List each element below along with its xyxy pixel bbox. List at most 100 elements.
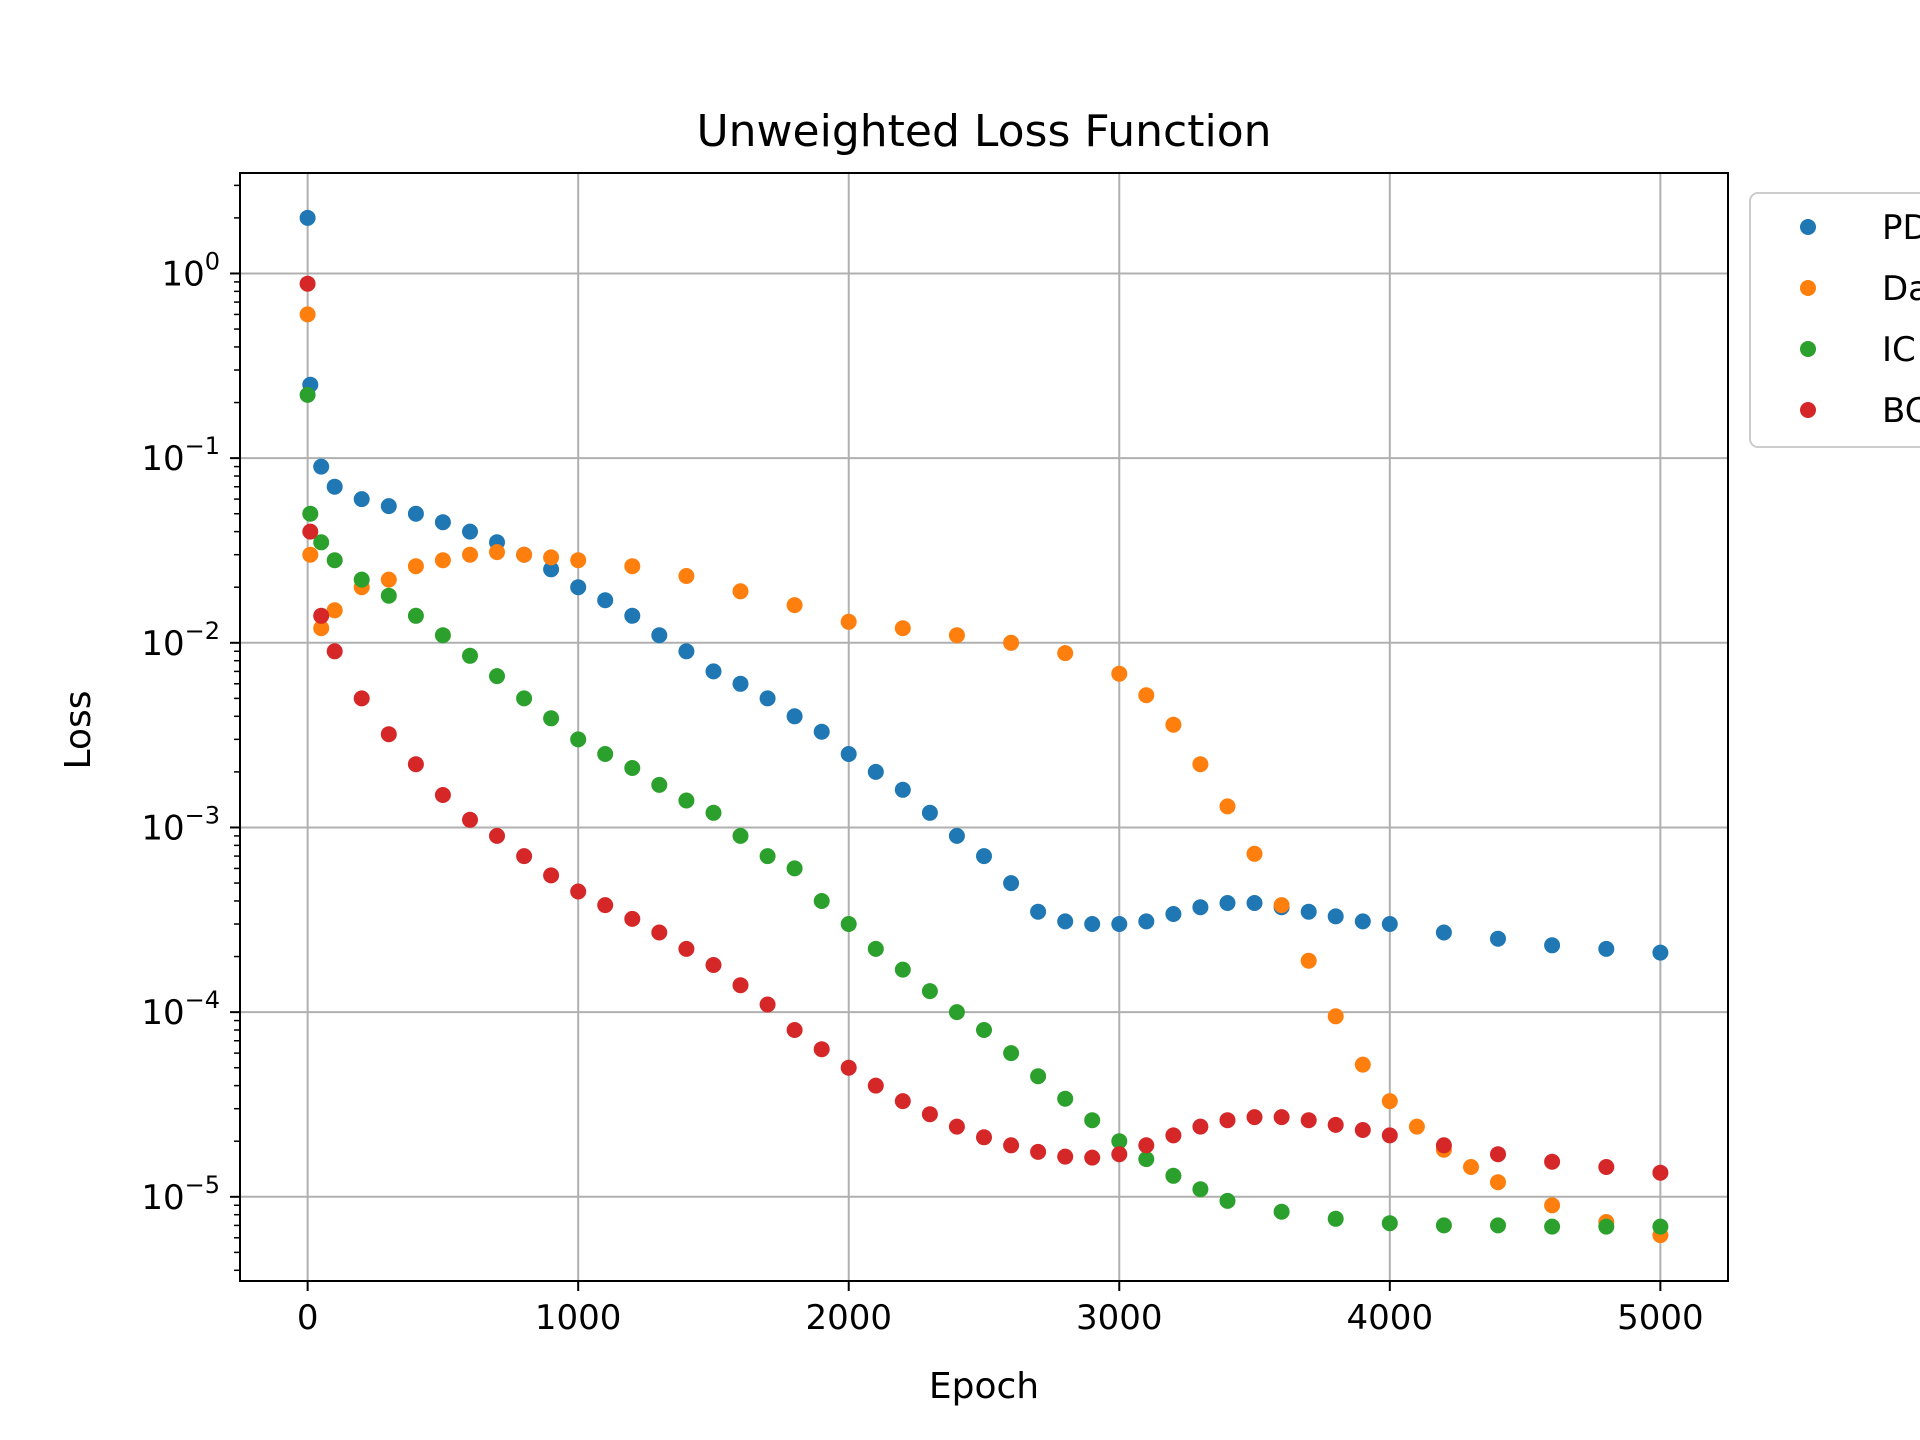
point-da	[786, 597, 803, 614]
point-bc	[894, 1093, 911, 1110]
point-ic	[921, 983, 938, 1000]
point-da	[894, 620, 911, 637]
point-bc	[759, 996, 776, 1013]
point-da	[1057, 645, 1074, 662]
point-bc	[1354, 1122, 1371, 1138]
point-ic	[1003, 1045, 1020, 1062]
point-bc	[1165, 1127, 1182, 1144]
legend-marker-bc	[1800, 402, 1816, 418]
y-tick-label: 10−4	[141, 986, 220, 1033]
point-pd	[380, 498, 397, 515]
point-pd	[1030, 903, 1047, 920]
point-da	[434, 552, 451, 569]
point-bc	[1300, 1112, 1317, 1129]
series-ic	[299, 386, 1669, 1235]
point-da	[302, 546, 319, 563]
point-pd	[1435, 924, 1452, 941]
x-tick-label: 4000	[1347, 1298, 1434, 1338]
point-da	[1273, 897, 1290, 914]
point-bc	[1544, 1153, 1561, 1170]
point-ic	[1192, 1181, 1209, 1198]
point-bc	[1111, 1146, 1128, 1163]
point-pd	[434, 514, 451, 531]
point-pd	[1544, 937, 1561, 954]
point-ic	[462, 647, 478, 664]
point-pd	[948, 827, 965, 844]
point-pd	[1192, 899, 1209, 916]
point-ic	[543, 710, 560, 727]
point-da	[1354, 1056, 1371, 1073]
point-bc	[1138, 1137, 1155, 1154]
point-ic	[678, 792, 695, 809]
y-tick-label: 10−3	[141, 801, 220, 848]
point-pd	[894, 781, 911, 798]
point-bc	[1381, 1127, 1398, 1144]
point-da	[326, 602, 343, 619]
point-da	[1192, 756, 1209, 773]
point-ic	[407, 607, 424, 624]
point-bc	[678, 940, 695, 957]
point-ic	[651, 776, 668, 793]
plot-area-frame	[239, 172, 1729, 1282]
point-bc	[313, 607, 330, 624]
y-tick-label: 100	[161, 247, 220, 294]
point-da	[543, 549, 560, 566]
point-pd	[543, 561, 560, 578]
chart-title: Unweighted Loss Function	[696, 106, 1271, 157]
point-da	[1138, 687, 1155, 704]
point-ic	[1598, 1218, 1615, 1235]
point-pd	[651, 627, 668, 644]
point-bc	[786, 1022, 803, 1038]
series-da	[299, 306, 1669, 1244]
point-pd	[462, 523, 478, 540]
point-pd	[1111, 916, 1128, 932]
point-pd	[1219, 895, 1236, 911]
point-bc	[1219, 1112, 1236, 1129]
point-bc	[732, 977, 749, 994]
point-ic	[302, 505, 319, 522]
point-bc	[1598, 1159, 1615, 1175]
point-bc	[462, 811, 478, 828]
point-ic	[813, 893, 830, 909]
point-da	[313, 620, 330, 637]
legend-box	[1749, 192, 1920, 448]
x-tick-label: 5000	[1617, 1298, 1704, 1338]
y-axis: 100 10−1 10−2 10−3 10−4 10−5	[141, 184, 240, 1272]
point-ic	[313, 534, 330, 551]
point-ic	[1057, 1090, 1074, 1107]
point-pd	[570, 579, 587, 596]
point-pd	[786, 708, 803, 725]
point-ic	[786, 860, 803, 877]
point-bc	[1003, 1137, 1020, 1154]
point-ic	[976, 1022, 992, 1038]
x-tick-label: 0	[297, 1298, 319, 1338]
point-bc	[597, 897, 614, 914]
point-pd	[1490, 930, 1506, 947]
point-bc	[948, 1118, 965, 1135]
legend-label-da: Da	[1882, 269, 1920, 309]
point-bc	[380, 726, 397, 743]
point-pd	[1300, 903, 1317, 920]
series-bc	[299, 275, 1669, 1181]
point-pd	[1598, 940, 1615, 957]
data-series	[299, 209, 1669, 1244]
legend-label-ic: IC	[1882, 330, 1916, 370]
point-pd	[1381, 916, 1398, 932]
point-da	[1381, 1093, 1398, 1110]
point-ic	[1111, 1133, 1128, 1150]
point-ic	[434, 627, 451, 644]
point-ic	[489, 668, 505, 685]
point-pd	[1652, 944, 1669, 961]
point-ic	[948, 1004, 965, 1021]
point-ic	[1165, 1167, 1182, 1184]
point-ic	[867, 940, 884, 957]
point-pd	[840, 746, 857, 762]
point-pd	[1246, 895, 1263, 911]
point-pd	[678, 643, 695, 660]
point-pd	[1057, 913, 1074, 930]
point-ic	[705, 804, 722, 821]
point-da	[380, 571, 397, 588]
point-pd	[976, 848, 992, 865]
point-da	[1165, 716, 1182, 733]
point-ic	[840, 916, 857, 932]
